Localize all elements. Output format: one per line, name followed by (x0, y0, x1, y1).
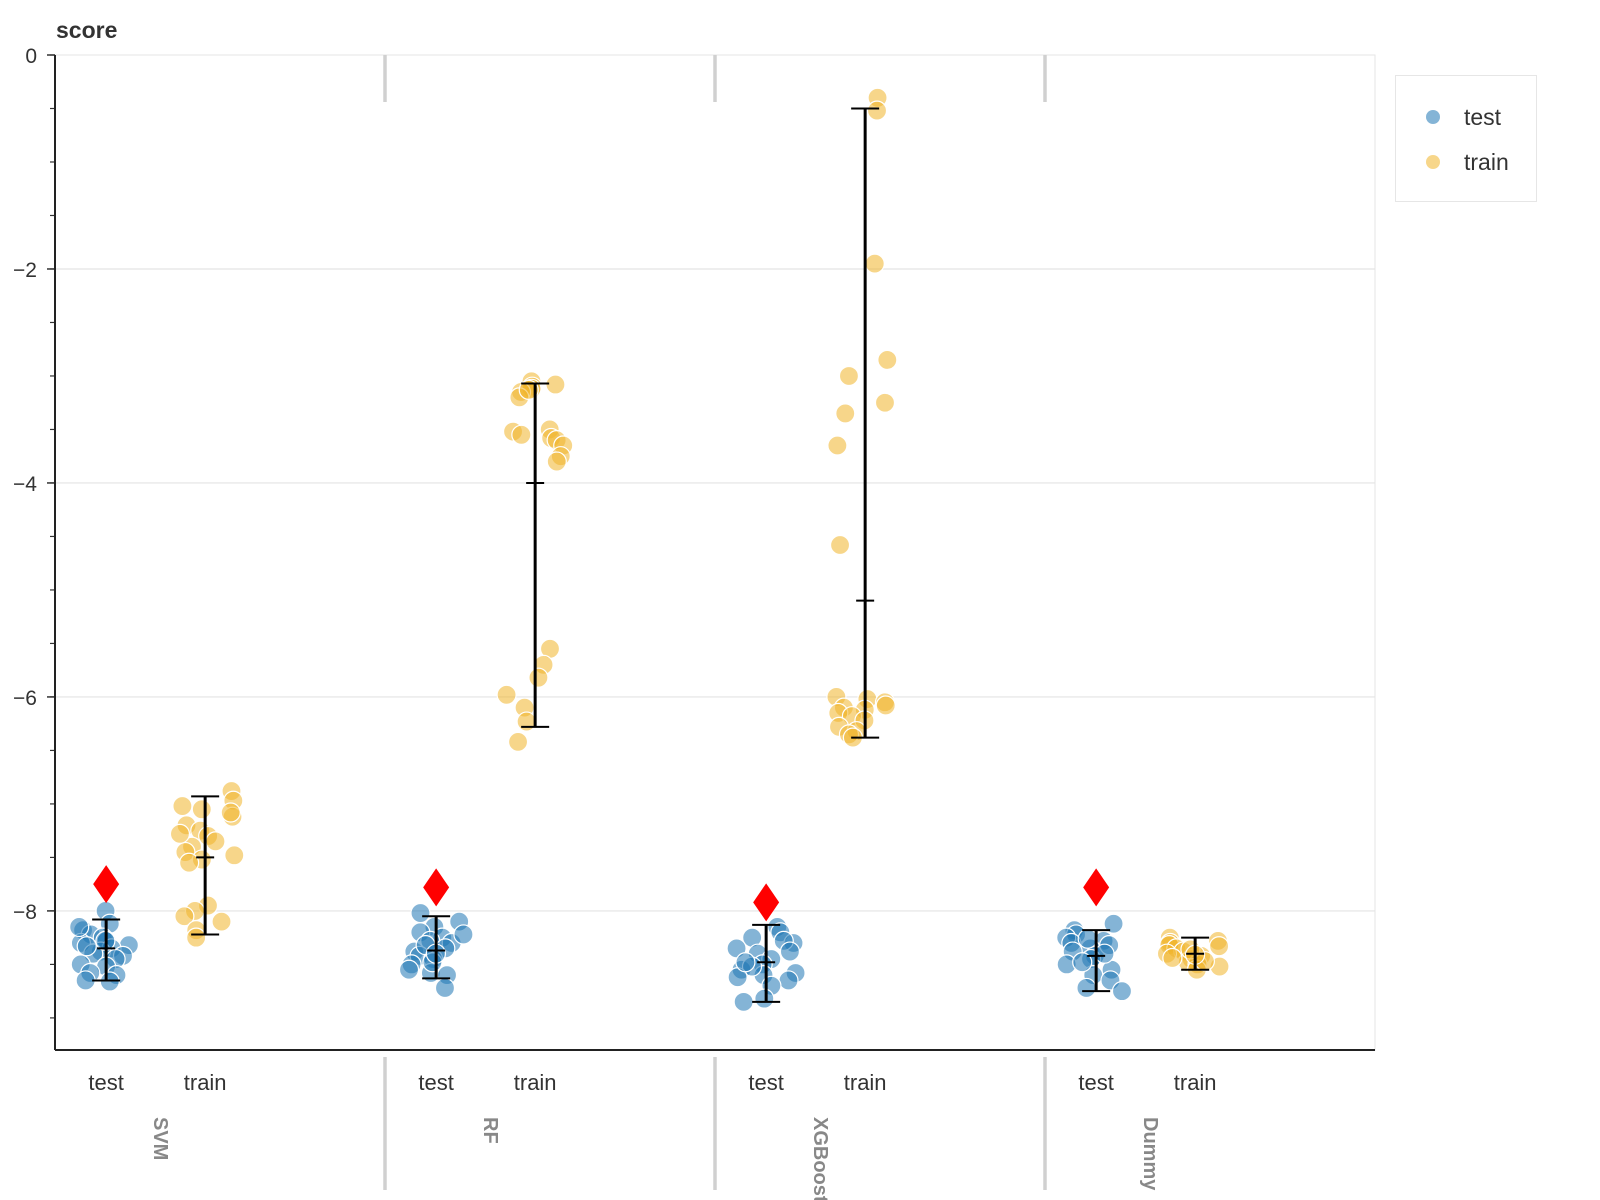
y-tick-label: −2 (13, 259, 37, 282)
data-point-train (546, 451, 567, 472)
legend-label-test: test (1464, 103, 1502, 130)
outlier-markers (93, 865, 1110, 922)
data-point-test (1077, 928, 1098, 949)
y-tick-label: −4 (13, 473, 37, 496)
data-point-train (174, 906, 195, 927)
x-tick-label-test: test (88, 1070, 123, 1095)
data-point-train (220, 802, 241, 823)
data-point-train (516, 711, 537, 732)
grid-lines (54, 54, 1376, 1190)
data-point-train (172, 795, 193, 817)
x-tick-label-train: train (514, 1070, 557, 1095)
red-diamond-marker (93, 865, 120, 904)
data-point-train (545, 374, 566, 395)
data-point-train (169, 823, 191, 844)
y-tick-label: −8 (13, 901, 37, 924)
data-point-test (453, 924, 474, 945)
data-point-test (434, 977, 456, 999)
data-point-train (829, 534, 851, 556)
legend: test train (1395, 75, 1537, 202)
data-point-test (754, 988, 775, 1009)
data-point-test (1076, 977, 1097, 999)
legend-item-test[interactable]: test (1426, 102, 1501, 132)
data-point-train (835, 403, 856, 424)
data-point-test (76, 936, 97, 957)
red-diamond-marker (423, 868, 450, 907)
legend-item-train[interactable]: train (1426, 147, 1509, 177)
legend-dot-test (1426, 110, 1440, 124)
data-point-train (511, 424, 532, 445)
x-tick-label-test: test (1078, 1070, 1113, 1095)
data-point-test (398, 959, 420, 980)
x-tick-label-test: test (748, 1070, 783, 1095)
data-point-test (1111, 981, 1133, 1002)
x-axis-labels: test train SVM test train RF test train XGBoost t… (88, 1070, 1216, 1200)
data-point-test (1072, 952, 1093, 973)
data-point-train (874, 392, 896, 413)
data-point-train (838, 365, 860, 387)
red-diamond-marker (1083, 868, 1110, 907)
data-point-train (191, 799, 212, 820)
data-point-test (779, 941, 801, 962)
data-point-train (1208, 936, 1230, 957)
data-point-train (211, 911, 232, 932)
data-point-train (496, 684, 517, 705)
y-axis-label: score (56, 17, 117, 43)
x-tick-label-train: train (184, 1070, 227, 1095)
data-point-test (69, 916, 90, 938)
data-point-test (99, 971, 120, 992)
legend-dot-train (1426, 155, 1440, 169)
group-label: RF (479, 1117, 501, 1144)
red-diamond-marker (753, 883, 780, 922)
group-label: SVM (149, 1117, 171, 1160)
data-point-train (205, 831, 226, 852)
error-bars (92, 107, 1210, 1003)
y-tick-label: −6 (13, 687, 37, 710)
data-point-train (864, 253, 885, 274)
y-tick-label: 0 (25, 45, 37, 68)
data-point-test (733, 991, 754, 1012)
data-point-train (827, 435, 848, 456)
data-point-test (410, 902, 431, 924)
data-point-train (518, 379, 539, 400)
data-point-train (186, 927, 207, 948)
data-point-test (735, 952, 756, 973)
data-point-test (778, 970, 799, 991)
plot-frame (54, 54, 1376, 1051)
data-point-train (224, 845, 245, 866)
x-tick-label-test: test (418, 1070, 453, 1095)
data-point-train (1162, 947, 1183, 969)
axes: 0 −2 −4 −6 −8 (13, 45, 1375, 1051)
data-point-train (179, 852, 200, 873)
x-tick-label-train: train (1174, 1070, 1217, 1095)
legend-label-train: train (1464, 148, 1509, 175)
x-tick-label-train: train (844, 1070, 887, 1095)
data-point-train (877, 349, 898, 371)
data-point-train (528, 667, 549, 688)
group-label: XGBoost (809, 1117, 831, 1200)
group-label: Dummy (1139, 1117, 1161, 1191)
data-point-test (1094, 943, 1115, 964)
data-point-train (875, 695, 896, 716)
data-points (69, 87, 1230, 1012)
data-point-train (507, 731, 529, 752)
data-point-train (866, 100, 888, 121)
data-point-test (1103, 913, 1124, 934)
